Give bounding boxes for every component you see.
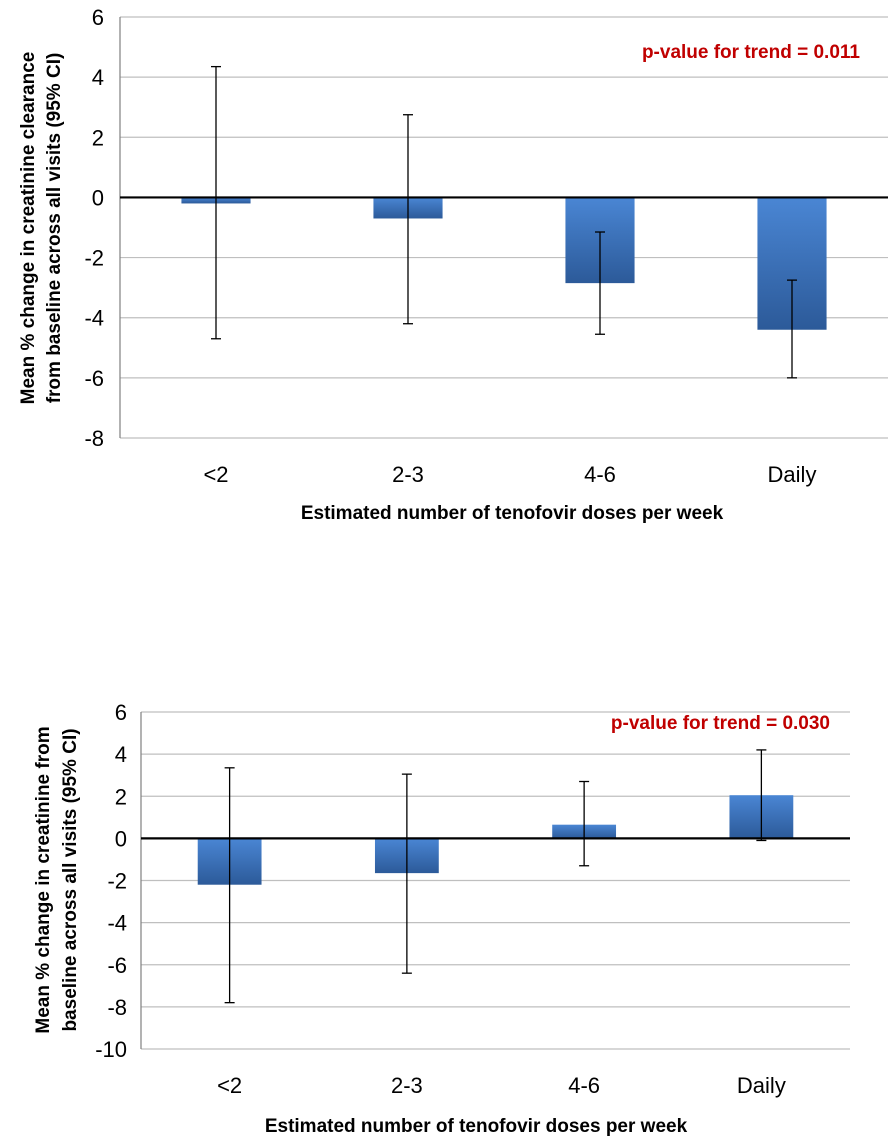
chart-2-y-axis-title-line-2: baseline across all visits (95% CI)	[60, 728, 81, 1031]
chart-1-x-tick-label: <2	[203, 462, 228, 487]
chart-1-bars	[181, 197, 827, 330]
chart-2-y-tick-label: 6	[115, 700, 127, 725]
chart-1-error-bars	[120, 65, 888, 379]
chart-1-x-tick-label: 4-6	[584, 462, 616, 487]
chart-2-x-tick-label: 2-3	[391, 1073, 423, 1098]
chart-2-y-axis-title-line-1: Mean % change in creatinine from	[33, 726, 54, 1033]
chart-2-x-tick-label: <2	[217, 1073, 242, 1098]
chart-2-y-tick-label: -2	[107, 869, 127, 894]
chart-1-y-tick-label: -4	[84, 306, 104, 331]
chart-1-x-tick-label: 2-3	[392, 462, 424, 487]
chart-2-y-tick-label: 2	[115, 784, 127, 809]
chart-2-y-tick-label: 0	[115, 826, 127, 851]
chart-1-trend-annotation: p-value for trend = 0.011	[642, 42, 860, 63]
chart-1-y-tick-label: 2	[92, 125, 104, 150]
chart-2-bars	[197, 795, 794, 885]
chart-creatinine-clearance: 6 4 2 0 -2 -4 -6 -8 <2 2-3 4-6 Daily Estimated num…	[18, 5, 888, 524]
chart-creatinine: 6 4 2 0 -2 -4 -6 -8 -10 <2 2-3 4-6 Daily Estimated …	[33, 700, 850, 1137]
chart-1-y-tick-label: -2	[84, 246, 104, 271]
chart-2-y-tick-label: 4	[115, 742, 127, 767]
chart-1-y-ticks: 6 4 2 0 -2 -4 -6 -8	[84, 5, 104, 451]
chart-1-x-tick-label: Daily	[768, 462, 817, 487]
chart-1-y-tick-label: 4	[92, 65, 104, 90]
chart-2-x-ticks: <2 2-3 4-6 Daily	[217, 1073, 786, 1098]
chart-1-y-tick-label: 0	[92, 185, 104, 210]
chart-2-y-tick-label: -6	[107, 953, 127, 978]
chart-2-y-ticks: 6 4 2 0 -2 -4 -6 -8 -10	[95, 700, 127, 1062]
chart-1-gridlines	[119, 16, 888, 439]
chart-2-y-tick-label: -4	[107, 911, 127, 936]
chart-2-x-axis-title: Estimated number of tenofovir doses per …	[265, 1116, 688, 1137]
chart-2-y-tick-label: -10	[95, 1037, 127, 1062]
chart-1-y-axis-title-line-2: from baseline across all visits (95% CI)	[44, 53, 65, 404]
chart-2-error-bars	[141, 749, 850, 1004]
chart-1-y-axis-title-line-1: Mean % change in creatinine clearance	[18, 52, 39, 405]
chart-1-x-ticks: <2 2-3 4-6 Daily	[203, 462, 816, 487]
chart-2-y-tick-label: -8	[107, 995, 127, 1020]
chart-1-y-tick-label: -6	[84, 366, 104, 391]
chart-1-x-axis-title: Estimated number of tenofovir doses per …	[301, 503, 724, 524]
chart-2-trend-annotation: p-value for trend = 0.030	[611, 713, 830, 734]
chart-2-x-tick-label: 4-6	[568, 1073, 600, 1098]
chart-2-x-tick-label: Daily	[737, 1073, 786, 1098]
chart-1-y-tick-label: 6	[92, 5, 104, 30]
chart-1-y-tick-label: -8	[84, 426, 104, 451]
